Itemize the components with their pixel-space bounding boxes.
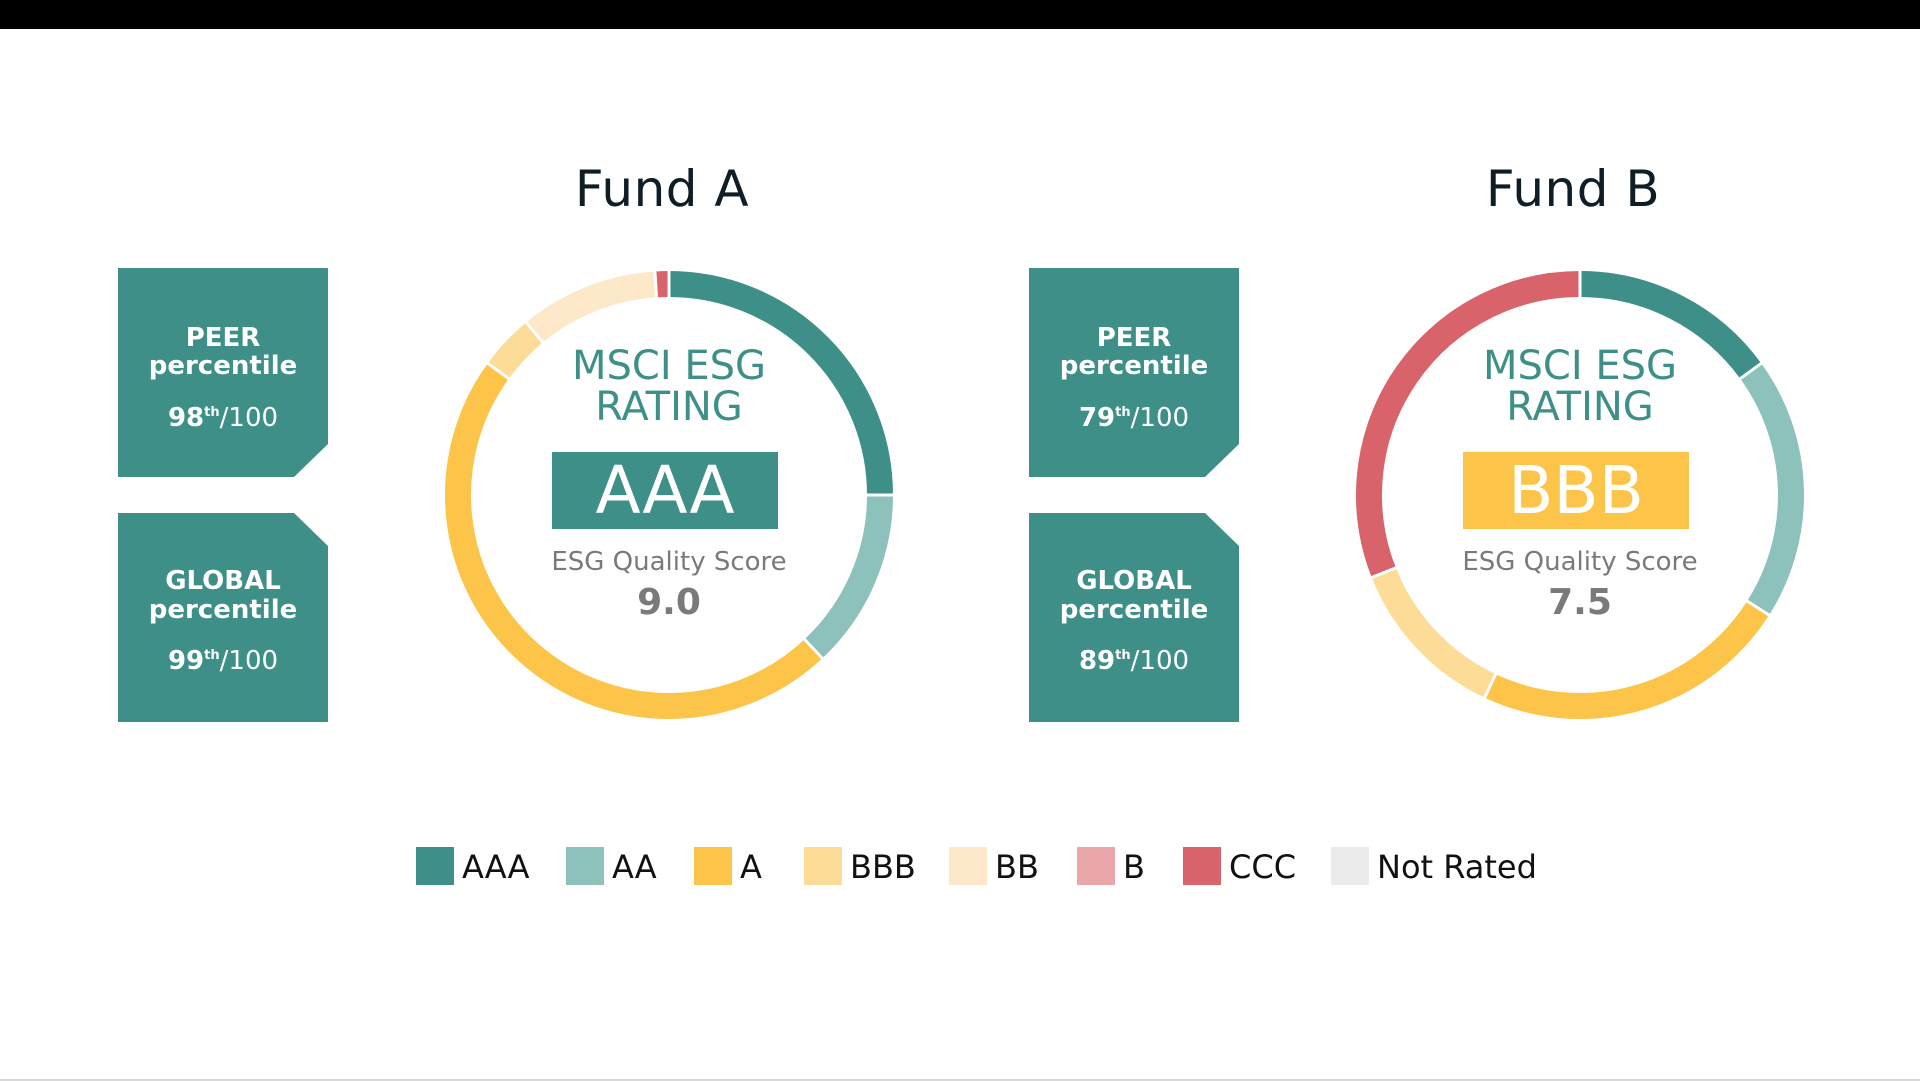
legend-label-b: B — [1123, 848, 1145, 886]
legend-swatch-bb — [949, 847, 987, 885]
fund-a-global-subtitle: percentile — [148, 595, 298, 625]
legend-swatch-bbb — [804, 847, 842, 885]
fund-a-title: Fund A — [574, 160, 750, 218]
rating-legend: AAA AA A BBB BB B CCC Not Rated — [0, 847, 1920, 887]
legend-label-aa: AA — [612, 848, 657, 886]
fund-b-quality-score-label: ESG Quality Score — [1462, 547, 1698, 577]
legend-swatch-not-rated — [1331, 847, 1369, 885]
fund-a-quality-score-value: 9.0 — [637, 582, 701, 623]
fund-a-peer-value: 98th/100 — [167, 403, 279, 433]
donut-segment-separator — [802, 636, 825, 661]
fund-a-global-title: GLOBAL — [165, 566, 281, 596]
donut-segment-aaa — [668, 271, 893, 496]
legend-swatch-a — [694, 847, 732, 885]
donut-segment-bbb — [1371, 567, 1496, 698]
fund-b-global-percentile-box: GLOBAL percentile 89th/100 — [1029, 513, 1239, 722]
fund-b-peer-title: PEER — [1096, 323, 1172, 353]
fund-a-rating-heading: MSCI ESG — [571, 343, 766, 389]
fund-b-rating-heading: MSCI ESG — [1482, 343, 1677, 389]
legend-label-a: A — [740, 848, 762, 886]
donut-segment-separator — [523, 319, 546, 345]
fund-a-donut-svg — [445, 269, 895, 719]
fund-b-quality-score-value: 7.5 — [1548, 582, 1612, 623]
legend-label-ccc: CCC — [1229, 848, 1297, 886]
bottom-divider — [0, 1079, 1920, 1081]
fund-b-peer-subtitle: percentile — [1059, 351, 1209, 381]
fund-a-peer-box-shape — [118, 268, 328, 477]
donut-segment-aa — [1740, 363, 1804, 616]
donut-segment-separator — [1737, 360, 1764, 382]
fund-a-peer-title: PEER — [185, 323, 261, 353]
fund-b-global-box-shape — [1029, 513, 1239, 722]
fund-b-rating-donut: MSCI ESG RATING BBB ESG Quality Score 7.… — [1349, 264, 1811, 726]
legend-label-bbb: BBB — [850, 848, 916, 886]
fund-a-rating-donut: MSCI ESG RATING AAA ESG Quality Score 9.… — [438, 264, 900, 726]
fund-b-global-subtitle: percentile — [1059, 595, 1209, 625]
donut-segment-ccc — [1356, 271, 1581, 578]
legend-label-not-rated: Not Rated — [1377, 848, 1537, 886]
donut-segment-a — [445, 363, 823, 719]
fund-a-global-value: 99th/100 — [167, 646, 279, 676]
legend-swatch-b — [1077, 847, 1115, 885]
legend-label-aaa: AAA — [462, 848, 530, 886]
fund-b-global-title: GLOBAL — [1076, 566, 1192, 596]
fund-b-global-value: 89th/100 — [1078, 646, 1190, 676]
fund-b-rating-heading-line2: RATING — [1506, 384, 1654, 430]
legend-label-bb: BB — [995, 848, 1039, 886]
donut-segment-a — [1484, 601, 1770, 719]
donut-segment-bbb — [487, 322, 543, 379]
fund-b-peer-box-shape — [1029, 268, 1239, 477]
donut-segment-bb — [526, 271, 657, 343]
fund-a-global-percentile-box: GLOBAL percentile 99th/100 — [118, 513, 328, 722]
fund-a-peer-percentile-box: PEER percentile 98th/100 — [118, 268, 328, 477]
fund-a-rating-heading-line2: RATING — [595, 384, 743, 430]
fund-b-donut-svg — [1356, 269, 1804, 719]
donut-segment-aa — [804, 494, 893, 659]
fund-a-rating-badge: AAA — [552, 452, 778, 529]
legend-swatch-aaa — [416, 847, 454, 885]
donut-segment-aaa — [1579, 271, 1762, 379]
fund-a-quality-score-label: ESG Quality Score — [551, 547, 787, 577]
fund-b-title: Fund B — [1485, 160, 1661, 218]
top-black-bar — [0, 0, 1920, 29]
fund-a-global-box-shape — [118, 513, 328, 722]
fund-b-peer-percentile-box: PEER percentile 79th/100 — [1029, 268, 1239, 477]
fund-b-rating-badge: BBB — [1463, 452, 1689, 529]
legend-swatch-ccc — [1183, 847, 1221, 885]
donut-segment-separator — [1482, 671, 1498, 701]
donut-segment-separator — [1744, 598, 1772, 618]
fund-b-peer-value: 79th/100 — [1078, 403, 1190, 433]
legend-swatch-aa — [566, 847, 604, 885]
donut-segment-separator — [485, 360, 512, 382]
donut-segment-separator — [1369, 565, 1399, 580]
donut-segment-separator — [653, 269, 659, 300]
fund-a-peer-subtitle: percentile — [148, 351, 298, 381]
